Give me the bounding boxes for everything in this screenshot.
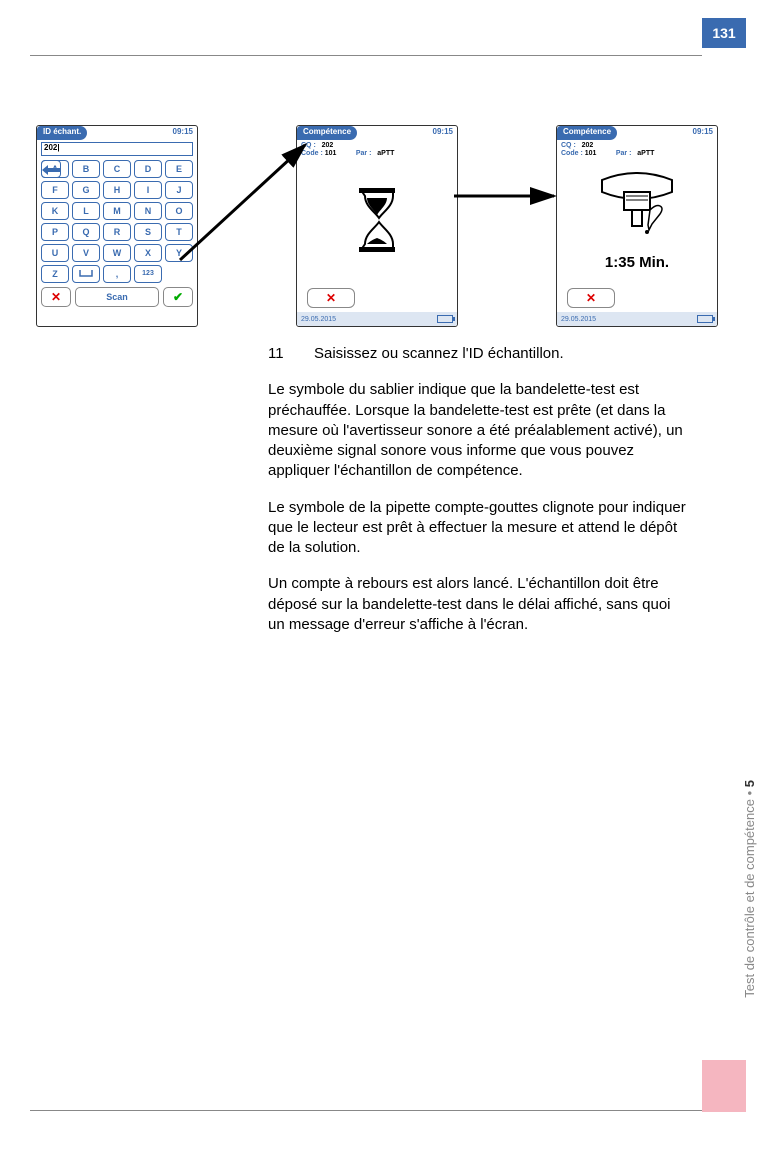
- key-l[interactable]: L: [72, 202, 100, 220]
- key-b[interactable]: B: [72, 160, 100, 178]
- confirm-button[interactable]: ✔: [163, 287, 193, 307]
- par-label: Par :: [356, 150, 372, 157]
- screen-title: Compétence: [557, 126, 617, 140]
- device-screen-id: ID échant. 09:15 202| ABCDE FGHIJ KLMNO PQR…: [36, 125, 198, 327]
- key-d[interactable]: D: [134, 160, 162, 178]
- key-g[interactable]: G: [72, 181, 100, 199]
- par-label: Par :: [616, 150, 632, 157]
- device-header: ID échant. 09:15: [37, 126, 197, 140]
- paragraph: Le symbole du sablier indique que la ban…: [268, 380, 688, 481]
- key-u[interactable]: U: [41, 244, 69, 262]
- key-y[interactable]: Y: [165, 244, 193, 262]
- rule-bottom: [30, 1110, 702, 1111]
- page-number-box: 131: [702, 18, 746, 48]
- key-f[interactable]: F: [41, 181, 69, 199]
- screen-title: ID échant.: [37, 126, 87, 140]
- key-a[interactable]: A: [41, 160, 69, 178]
- cancel-button[interactable]: ✕: [567, 288, 615, 308]
- scan-button[interactable]: Scan: [75, 287, 159, 307]
- info-line: CQ : 202 Code : 101 Par : aPTT: [297, 140, 457, 161]
- cancel-button[interactable]: ✕: [307, 288, 355, 308]
- device-footer: 29.05.2015: [297, 312, 457, 326]
- key-k[interactable]: K: [41, 202, 69, 220]
- key-p[interactable]: P: [41, 223, 69, 241]
- key-z[interactable]: Z: [41, 265, 69, 283]
- key-w[interactable]: W: [103, 244, 131, 262]
- key-v[interactable]: V: [72, 244, 100, 262]
- key-o[interactable]: O: [165, 202, 193, 220]
- screen-time: 09:15: [169, 126, 197, 140]
- paragraph: Le symbole de la pipette compte-gouttes …: [268, 498, 688, 559]
- side-label: Test de contrôle et de compétence • 5: [742, 780, 757, 998]
- cq-label: CQ :: [301, 142, 316, 149]
- key-␣[interactable]: [72, 265, 100, 283]
- code-value: 101: [585, 150, 597, 157]
- key-m[interactable]: M: [103, 202, 131, 220]
- cancel-button[interactable]: ✕: [41, 287, 71, 307]
- device-footer: 29.05.2015: [557, 312, 717, 326]
- rule-top: [30, 55, 702, 56]
- code-label: Code :: [561, 150, 583, 157]
- side-label-text: Test de contrôle et de compétence: [742, 799, 757, 998]
- arrow-2: [452, 186, 564, 206]
- key-c[interactable]: C: [103, 160, 131, 178]
- key-h[interactable]: H: [103, 181, 131, 199]
- battery-icon: [697, 315, 713, 323]
- screen-time: 09:15: [689, 126, 717, 140]
- step-line: 11 Saisissez ou scannez l'ID échantillon…: [268, 344, 688, 364]
- cq-value: 202: [582, 142, 594, 149]
- info-line: CQ : 202 Code : 101 Par : aPTT: [557, 140, 717, 161]
- key-x[interactable]: X: [134, 244, 162, 262]
- keyboard: ABCDE FGHIJ KLMNO PQRST UVWXY Z,123: [37, 160, 197, 283]
- par-value: aPTT: [637, 150, 654, 157]
- action-row: ✕ Scan ✔: [37, 283, 197, 311]
- step-number: 11: [268, 344, 314, 364]
- cq-value: 202: [322, 142, 334, 149]
- hourglass-icon: [355, 188, 399, 252]
- key-123[interactable]: 123: [134, 265, 162, 283]
- page-number: 131: [712, 25, 735, 41]
- screen-title: Compétence: [297, 126, 357, 140]
- key-j[interactable]: J: [165, 181, 193, 199]
- par-value: aPTT: [377, 150, 394, 157]
- dropper-icon: [592, 172, 682, 252]
- device-header: Compétence 09:15: [557, 126, 717, 140]
- countdown-timer: 1:35 Min.: [557, 254, 717, 271]
- key-,[interactable]: ,: [103, 265, 131, 283]
- screen-time: 09:15: [429, 126, 457, 140]
- key-t[interactable]: T: [165, 223, 193, 241]
- side-chapter: 5: [742, 780, 757, 787]
- battery-icon: [437, 315, 453, 323]
- key-s[interactable]: S: [134, 223, 162, 241]
- body-text: 11 Saisissez ou scannez l'ID échantillon…: [268, 344, 688, 651]
- paragraph: Un compte à rebours est alors lancé. L'é…: [268, 574, 688, 635]
- key-e[interactable]: E: [165, 160, 193, 178]
- key-i[interactable]: I: [134, 181, 162, 199]
- device-screen-dropper: Compétence 09:15 CQ : 202 Code : 101 Par…: [556, 125, 718, 327]
- step-text: Saisissez ou scannez l'ID échantillon.: [314, 344, 564, 364]
- key-r[interactable]: R: [103, 223, 131, 241]
- device-screen-hourglass: Compétence 09:15 CQ : 202 Code : 101 Par…: [296, 125, 458, 327]
- device-header: Compétence 09:15: [297, 126, 457, 140]
- side-tab: [702, 1060, 746, 1112]
- id-input[interactable]: 202|: [41, 142, 193, 156]
- code-label: Code :: [301, 150, 323, 157]
- cq-label: CQ :: [561, 142, 576, 149]
- key-q[interactable]: Q: [72, 223, 100, 241]
- date: 29.05.2015: [301, 316, 336, 323]
- date: 29.05.2015: [561, 316, 596, 323]
- code-value: 101: [325, 150, 337, 157]
- key-n[interactable]: N: [134, 202, 162, 220]
